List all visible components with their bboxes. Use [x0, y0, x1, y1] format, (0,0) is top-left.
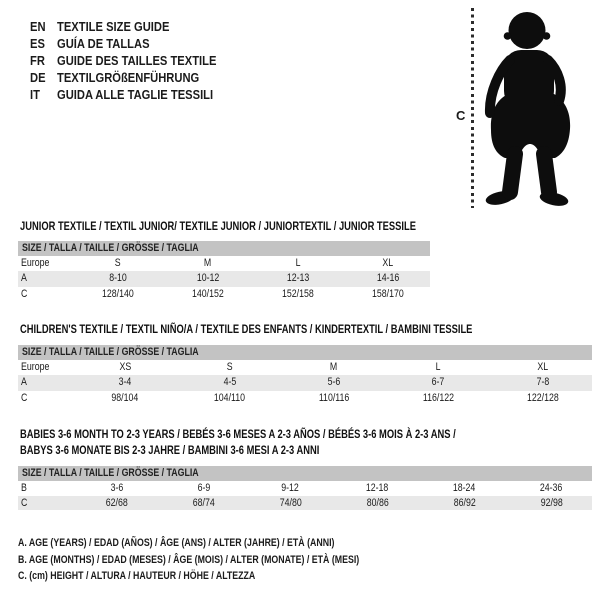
size-cell: M	[204, 257, 212, 269]
language-row: EN TEXTILE SIZE GUIDE	[30, 18, 242, 35]
size-cell: 92/98	[540, 496, 563, 509]
size-cell: 6-9	[197, 482, 210, 494]
size-cell: 8-10	[109, 272, 127, 285]
size-header-bar: SIZE / TALLA / TAILLE / GRÖSSE / TAGLIA	[18, 345, 592, 360]
row-label-cell: Europe	[21, 361, 50, 373]
size-cell: 104/110	[214, 391, 246, 404]
size-cell: 18-24	[453, 482, 476, 494]
table-row: A 8-10 10-12 12-13 14-16	[18, 271, 430, 287]
size-cell: 24-36	[540, 482, 563, 494]
legend-line-c: C. (cm) HEIGHT / ALTURA / HAUTEUR / HÖHE…	[18, 570, 256, 582]
baby-silhouette-icon	[484, 12, 571, 206]
size-cell: 14-16	[376, 272, 400, 285]
legend: A. AGE (YEARS) / EDAD (AÑOS) / ÂGE (ANS)…	[18, 535, 445, 585]
size-header-bar: SIZE / TALLA / TAILLE / GRÖSSE / TAGLIA	[18, 466, 592, 481]
language-code: FR	[30, 53, 45, 68]
height-measure-label: C	[456, 108, 466, 123]
table-title: CHILDREN'S TEXTILE / TEXTIL NIÑO/A / TEX…	[20, 322, 473, 336]
size-cell: 3-4	[118, 376, 132, 389]
table-row: Europe S M L XL	[18, 256, 430, 271]
size-cell: 12-18	[366, 482, 389, 494]
junior-table-section: JUNIOR TEXTILE / TEXTIL JUNIOR/ TEXTILE …	[18, 219, 430, 302]
legend-line-a: A. AGE (YEARS) / EDAD (AÑOS) / ÂGE (ANS)…	[18, 537, 335, 549]
size-cell: 158/170	[372, 287, 404, 300]
size-cell: 6-7	[431, 376, 445, 389]
language-row: IT GUIDA ALLE TAGLIE TESSILI	[30, 86, 242, 103]
language-name: GUIDE DES TAILLES TEXTILE	[57, 53, 217, 68]
row-label-cell: A	[21, 272, 27, 285]
size-cell: 86/92	[453, 496, 476, 509]
row-label-cell: Europe	[21, 257, 50, 269]
language-list: EN TEXTILE SIZE GUIDE ES GUÍA DE TALLAS …	[30, 18, 242, 103]
language-code: ES	[30, 36, 45, 51]
size-cell: 62/68	[105, 496, 128, 509]
size-cell: 140/152	[192, 287, 224, 300]
size-cell: 9-12	[281, 482, 300, 494]
row-label-cell: C	[21, 287, 28, 300]
size-cell: 4-5	[223, 376, 236, 389]
language-row: DE TEXTILGRÖßENFÜHRUNG	[30, 69, 242, 86]
size-cell: 80/86	[366, 496, 389, 509]
size-cell: XS	[119, 361, 132, 373]
legend-line-b: B. AGE (MONTHS) / EDAD (MESES) / ÂGE (MO…	[18, 553, 360, 566]
height-measure-line	[471, 8, 474, 208]
table-title: BABYS 3-6 MONATE BIS 2-3 JAHRE / BAMBINI…	[20, 443, 320, 457]
table-title: JUNIOR TEXTILE / TEXTIL JUNIOR/ TEXTILE …	[20, 219, 416, 233]
language-row: FR GUIDE DES TAILLES TEXTILE	[30, 52, 242, 69]
size-cell: S	[115, 257, 121, 269]
table-row: Europe XS S M L XL	[18, 360, 592, 375]
language-name: TEXTILGRÖßENFÜHRUNG	[57, 70, 200, 85]
size-cell: 116/122	[422, 391, 454, 404]
row-label-cell: C	[21, 391, 28, 404]
size-cell: XL	[537, 361, 549, 373]
size-cell: 110/116	[318, 391, 350, 404]
size-cell: 3-6	[110, 482, 123, 494]
table-row: B 3-6 6-9 9-12 12-18 18-24 24-36	[18, 481, 592, 496]
row-label-cell: A	[21, 376, 27, 389]
row-label-cell: B	[21, 482, 27, 494]
size-header-bar: SIZE / TALLA / TAILLE / GRÖSSE / TAGLIA	[18, 241, 430, 256]
language-name: TEXTILE SIZE GUIDE	[57, 19, 170, 34]
language-row: ES GUÍA DE TALLAS	[30, 35, 242, 52]
size-cell: XL	[382, 257, 394, 269]
size-cell: S	[226, 361, 233, 373]
language-name: GUIDA ALLE TAGLIE TESSILI	[57, 87, 214, 102]
size-cell: M	[330, 361, 338, 373]
language-code: EN	[30, 19, 46, 34]
size-cell: 12-13	[286, 272, 310, 285]
size-cell: 128/140	[102, 287, 134, 300]
table-row: C 98/104 104/110 110/116 116/122 122/128	[18, 391, 592, 406]
size-cell: 5-6	[327, 376, 341, 389]
language-code: IT	[30, 87, 40, 102]
babies-table-section: BABIES 3-6 MONTH TO 2-3 YEARS / BEBÉS 3-…	[18, 426, 592, 510]
size-cell: 68/74	[192, 496, 215, 509]
size-cell: 122/128	[526, 391, 559, 404]
size-cell: 10-12	[196, 272, 220, 285]
size-cell: 152/158	[282, 287, 314, 300]
size-cell: 7-8	[536, 376, 550, 389]
size-cell: 98/104	[111, 391, 139, 404]
language-name: GUÍA DE TALLAS	[57, 36, 150, 51]
size-cell: L	[295, 257, 301, 269]
table-row: C 62/68 68/74 74/80 80/86 86/92 92/98	[18, 495, 592, 510]
table-title: BABIES 3-6 MONTH TO 2-3 YEARS / BEBÉS 3-…	[20, 427, 456, 441]
table-row: C 128/140 140/152 152/158 158/170	[18, 287, 430, 302]
row-label-cell: C	[21, 496, 28, 509]
children-table-section: CHILDREN'S TEXTILE / TEXTIL NIÑO/A / TEX…	[18, 322, 592, 406]
language-code: DE	[30, 70, 46, 85]
table-row: A 3-4 4-5 5-6 6-7 7-8	[18, 375, 592, 391]
size-cell: 74/80	[279, 496, 302, 509]
size-cell: L	[435, 361, 441, 373]
